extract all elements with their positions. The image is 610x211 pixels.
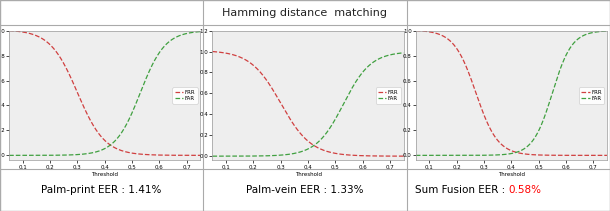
- Legend: FRR, FAR: FRR, FAR: [173, 87, 198, 104]
- FAR: [284, 153, 292, 156]
- FRR: [271, 92, 278, 94]
- FRR: [145, 153, 152, 156]
- FAR: [143, 75, 151, 77]
- X-axis label: Threshold: Threshold: [295, 172, 321, 177]
- FAR: [550, 87, 558, 90]
- FRR: [400, 155, 407, 157]
- FAR: [348, 88, 355, 91]
- FAR: [412, 154, 420, 157]
- FRR: [232, 54, 239, 57]
- FAR: [475, 154, 482, 157]
- FRR: [533, 154, 540, 156]
- FAR: [232, 155, 239, 157]
- FRR: [29, 33, 36, 35]
- FRR: [81, 108, 88, 111]
- FAR: [145, 73, 152, 75]
- FRR: [551, 154, 558, 157]
- X-axis label: Threshold: Threshold: [92, 172, 118, 177]
- FAR: [603, 30, 610, 32]
- FRR: [284, 115, 292, 117]
- FAR: [126, 117, 133, 120]
- FRR: [435, 33, 442, 35]
- Text: Palm-vein EER : 1.33%: Palm-vein EER : 1.33%: [246, 185, 364, 195]
- FRR: [412, 29, 420, 32]
- FAR: [81, 153, 88, 155]
- FRR: [488, 130, 495, 133]
- FAR: [196, 30, 204, 33]
- Line: FRR: FRR: [9, 31, 200, 155]
- FRR: [209, 50, 216, 53]
- FRR: [196, 154, 204, 157]
- Line: FAR: FAR: [416, 31, 607, 155]
- Line: FAR: FAR: [212, 53, 404, 156]
- Line: FRR: FRR: [416, 31, 607, 155]
- FRR: [68, 78, 75, 80]
- FAR: [5, 154, 13, 157]
- FRR: [348, 154, 355, 156]
- FAR: [29, 154, 36, 157]
- Text: Sum Fusion EER :: Sum Fusion EER :: [415, 185, 508, 195]
- Line: FAR: FAR: [9, 32, 200, 155]
- FRR: [550, 154, 558, 157]
- FAR: [209, 155, 216, 157]
- Legend: FRR, FAR: FRR, FAR: [579, 87, 604, 104]
- FRR: [329, 151, 336, 154]
- Text: Palm-print EER : 1.41%: Palm-print EER : 1.41%: [41, 185, 162, 195]
- FAR: [400, 51, 407, 54]
- FAR: [68, 154, 75, 156]
- FRR: [603, 154, 610, 157]
- X-axis label: Threshold: Threshold: [498, 172, 525, 177]
- FAR: [435, 154, 442, 157]
- Legend: FRR, FAR: FRR, FAR: [376, 87, 401, 104]
- Text: Hamming distance  matching: Hamming distance matching: [223, 8, 387, 18]
- FRR: [5, 29, 13, 32]
- FRR: [475, 98, 482, 100]
- FAR: [488, 154, 495, 156]
- FAR: [329, 122, 336, 125]
- FRR: [143, 153, 151, 156]
- FAR: [346, 90, 354, 92]
- FAR: [271, 154, 278, 157]
- FRR: [346, 154, 354, 156]
- Line: FRR: FRR: [212, 51, 404, 156]
- FAR: [551, 84, 558, 87]
- FRR: [126, 151, 133, 154]
- Text: 0.58%: 0.58%: [508, 185, 541, 195]
- FAR: [533, 134, 540, 137]
